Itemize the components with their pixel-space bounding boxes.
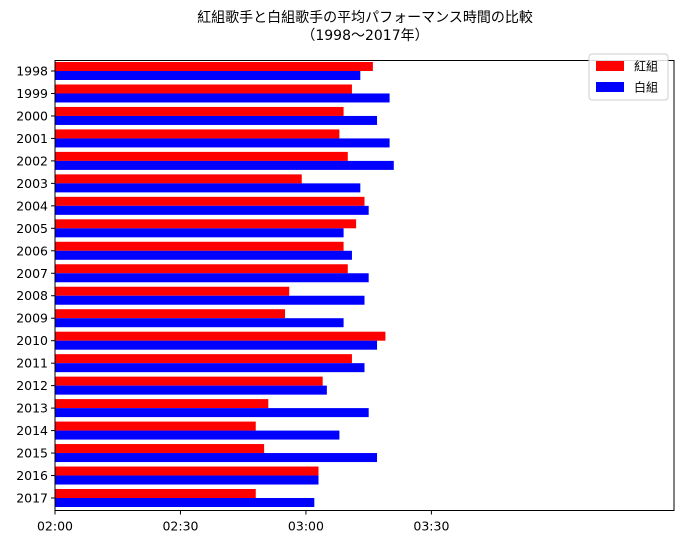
chart-title: 紅組歌手と白組歌手の平均パフォーマンス時間の比較 xyxy=(197,10,533,26)
y-axis: 1998 1999 2000 2001 2002 2003 2004 2005 2006 2007… xyxy=(16,64,55,506)
y-tick-label: 2005 xyxy=(16,221,48,236)
bar-red-2003 xyxy=(55,174,302,184)
bar-white-2013 xyxy=(55,408,369,418)
x-tick-label: 02:30 xyxy=(162,519,198,534)
bar-white-2012 xyxy=(55,385,327,395)
bar-white-2010 xyxy=(55,340,378,350)
bar-white-2004 xyxy=(55,205,369,215)
bar-red-2016 xyxy=(55,466,319,476)
bar-white-2007 xyxy=(55,273,369,283)
bar-white-2016 xyxy=(55,475,319,485)
bar-white-2014 xyxy=(55,430,340,440)
bar-white-2003 xyxy=(55,183,361,193)
y-tick-label: 2001 xyxy=(16,131,48,146)
bar-white-1998 xyxy=(55,71,361,80)
bar-white-1999 xyxy=(55,93,390,103)
bar-red-2000 xyxy=(55,106,344,116)
y-tick-label: 2015 xyxy=(16,446,48,461)
bar-white-2005 xyxy=(55,228,344,238)
bar-red-2011 xyxy=(55,354,352,364)
y-tick-label: 2002 xyxy=(16,153,48,168)
x-tick-label: 03:30 xyxy=(413,519,449,534)
legend: 紅組 白組 xyxy=(588,53,669,101)
y-tick-label: 2003 xyxy=(16,176,48,191)
bar-red-2002 xyxy=(55,151,348,161)
legend-swatch-white xyxy=(596,82,624,92)
bar-red-2004 xyxy=(55,196,365,206)
y-tick-label: 2006 xyxy=(16,243,48,258)
y-tick-label: 2009 xyxy=(16,311,48,326)
legend-swatch-red xyxy=(596,61,624,71)
x-tick-label: 03:00 xyxy=(288,519,324,534)
bar-red-2010 xyxy=(55,331,386,341)
bar-red-2013 xyxy=(55,399,269,409)
plot-frame xyxy=(54,60,675,511)
bar-white-2011 xyxy=(55,363,365,373)
bar-red-2008 xyxy=(55,286,290,296)
y-tick-label: 2013 xyxy=(16,401,48,416)
bar-white-2002 xyxy=(55,160,394,170)
bar-white-2015 xyxy=(55,453,378,463)
bar-white-2000 xyxy=(55,115,378,125)
bar-group xyxy=(55,62,394,507)
bar-red-2001 xyxy=(55,129,340,139)
x-axis: 02:00 02:30 03:00 03:30 xyxy=(37,510,449,534)
y-tick-label: 2004 xyxy=(16,198,48,213)
y-tick-label: 2010 xyxy=(16,333,48,348)
y-tick-label: 2014 xyxy=(16,423,48,438)
bar-red-2009 xyxy=(55,309,286,319)
bar-red-2006 xyxy=(55,241,344,251)
y-tick-label: 2008 xyxy=(16,288,48,303)
bar-red-2017 xyxy=(55,489,256,498)
bar-white-2008 xyxy=(55,295,365,305)
bar-white-2001 xyxy=(55,138,390,148)
bar-white-2006 xyxy=(55,250,352,260)
bar-white-2009 xyxy=(55,318,344,328)
legend-label-white: 白組 xyxy=(634,80,658,95)
legend-label-red: 紅組 xyxy=(634,60,658,74)
bar-red-2012 xyxy=(55,376,323,386)
y-tick-label: 2000 xyxy=(16,108,48,123)
bar-red-1998 xyxy=(55,62,373,71)
y-tick-label: 1998 xyxy=(16,64,48,79)
y-tick-label: 1999 xyxy=(16,86,48,101)
bar-red-2007 xyxy=(55,264,348,274)
y-tick-label: 2007 xyxy=(16,266,48,281)
x-tick-label: 02:00 xyxy=(37,519,73,534)
bar-white-2017 xyxy=(55,498,315,507)
bar-red-2015 xyxy=(55,444,265,454)
y-tick-label: 2017 xyxy=(16,491,48,506)
bar-red-2005 xyxy=(55,219,357,229)
bar-red-2014 xyxy=(55,421,256,431)
y-tick-label: 2012 xyxy=(16,378,48,393)
y-tick-label: 2011 xyxy=(16,356,48,371)
chart-subtitle: （1998〜2017年） xyxy=(301,28,428,44)
y-tick-label: 2016 xyxy=(16,468,48,483)
bar-red-1999 xyxy=(55,84,352,94)
